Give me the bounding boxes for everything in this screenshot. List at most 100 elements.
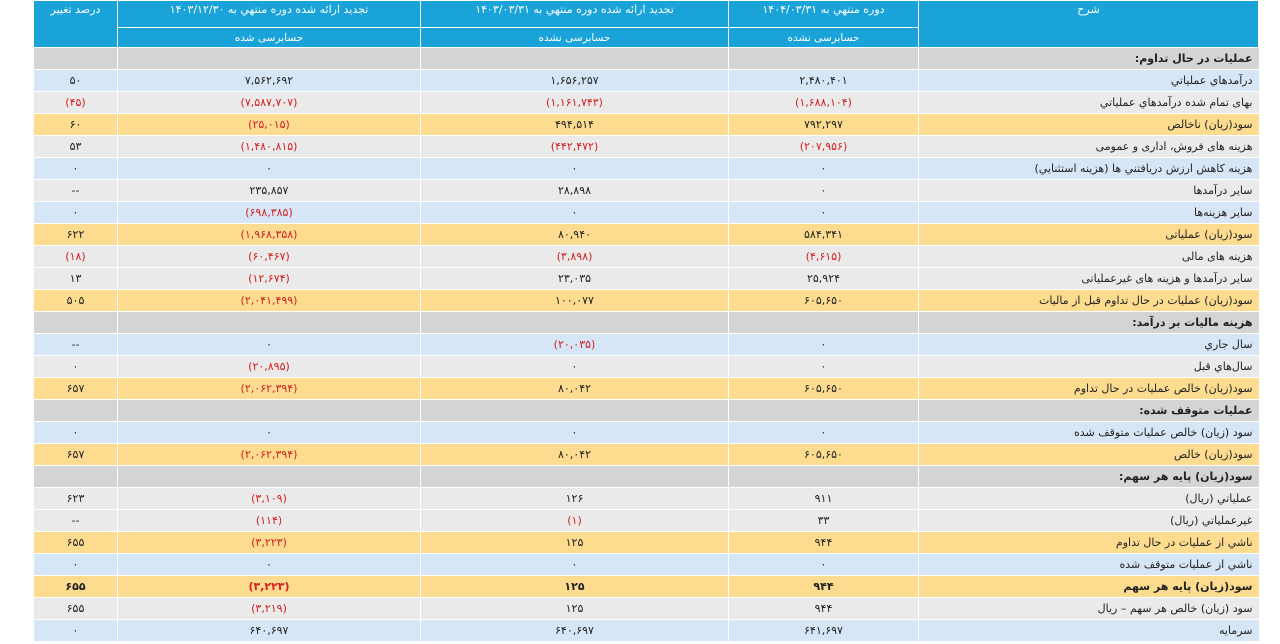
cell-percent-change: ۰: [33, 421, 118, 444]
cell-period-1403-q: [420, 311, 729, 334]
table-body: عمليات در حال تداوم: درآمدهاي عملياتي ۲,۴۸…: [33, 47, 1259, 642]
cell-period-1403-year: (۱,۹۶۸,۳۵۸): [117, 223, 421, 246]
cell-percent-change: ۶۵۷: [33, 377, 118, 400]
table-row: سود(زيان) پايه هر سهم ۹۴۴ ۱۲۵ (۳,۲۲۳) ۶۵۵: [33, 575, 1259, 598]
table-row: بهاى تمام شده درآمدهاي عملياتي (۱,۶۸۸,۱۰۴…: [33, 91, 1259, 114]
row-description: بهاى تمام شده درآمدهاي عملياتي: [918, 91, 1259, 114]
table-row: سود (زيان) خالص عمليات متوقف شده ۰ ۰ ۰ ۰: [33, 421, 1259, 444]
cell-percent-change: ۱۳: [33, 267, 118, 290]
cell-period-1403-q: (۱,۱۶۱,۷۴۳): [420, 91, 729, 114]
cell-period-1404: ۹۴۴: [728, 597, 919, 620]
header-description: شرح: [918, 0, 1259, 48]
row-description: ناشي از عمليات در حال تداوم: [918, 531, 1259, 554]
cell-period-1403-q: ۶۴۰,۶۹۷: [420, 619, 729, 642]
cell-period-1403-year: (۱,۴۸۰,۸۱۵): [117, 135, 421, 158]
cell-percent-change: ۶۰: [33, 113, 118, 136]
cell-period-1403-year: ۶۴۰,۶۹۷: [117, 619, 421, 642]
cell-period-1403-year: [117, 465, 421, 488]
cell-percent-change: ۶۲۳: [33, 487, 118, 510]
cell-period-1403-year: (۷,۵۸۷,۷۰۷): [117, 91, 421, 114]
cell-period-1403-year: (۶۹۸,۳۸۵): [117, 201, 421, 224]
cell-period-1404: (۱,۶۸۸,۱۰۴): [728, 91, 919, 114]
cell-period-1404: ۹۱۱: [728, 487, 919, 510]
cell-period-1404: ۲,۴۸۰,۴۰۱: [728, 69, 919, 92]
cell-period-1403-q: [420, 47, 729, 70]
header-row: شرح دوره منتهي به ۱۴۰۴/۰۳/۳۱ تجديد ارائه…: [33, 0, 1259, 48]
row-description: سال جاري: [918, 333, 1259, 356]
cell-period-1404: ۶۰۵,۶۵۰: [728, 443, 919, 466]
row-description: هزينه هاى فروش، ادارى و عمومى: [918, 135, 1259, 158]
cell-period-1404: ۵۸۴,۳۴۱: [728, 223, 919, 246]
row-description: سود(زيان) خالص عمليات در حال تداوم: [918, 377, 1259, 400]
cell-period-1403-year: [117, 47, 421, 70]
cell-period-1403-year: (۳,۲۱۹): [117, 597, 421, 620]
cell-period-1403-q: (۳,۸۹۸): [420, 245, 729, 268]
cell-period-1403-year: [117, 311, 421, 334]
row-description: سود(زيان) عمليات در حال تداوم قبل از مال…: [918, 289, 1259, 312]
cell-percent-change: ۶۲۲: [33, 223, 118, 246]
header-period-1403-q: تجديد ارائه شده دوره منتهي به ۱۴۰۳/۰۳/۳۱: [420, 0, 729, 28]
cell-period-1403-year: ۲۳۵,۸۵۷: [117, 179, 421, 202]
header-period-1404: دوره منتهي به ۱۴۰۴/۰۳/۳۱: [728, 0, 919, 28]
cell-period-1403-q: ۱۲۶: [420, 487, 729, 510]
cell-period-1403-year: (۱۲,۶۷۴): [117, 267, 421, 290]
table-row: هزينه کاهش ارزش دريافتني ها (هزينه استثن…: [33, 157, 1259, 180]
cell-period-1404: ۰: [728, 157, 919, 180]
row-description: هزينه هاى مالى: [918, 245, 1259, 268]
row-description: سود(زيان) عملياتى: [918, 223, 1259, 246]
cell-period-1404: (۲۰۷,۹۵۶): [728, 135, 919, 158]
table-row: هزينه هاى فروش، ادارى و عمومى (۲۰۷,۹۵۶) (۴…: [33, 135, 1259, 158]
cell-percent-change: (۱۸): [33, 245, 118, 268]
table-row: سرمايه ۶۴۱,۶۹۷ ۶۴۰,۶۹۷ ۶۴۰,۶۹۷ ۰: [33, 619, 1259, 642]
cell-period-1404: ۰: [728, 333, 919, 356]
table-row: سود(زيان) عملياتى ۵۸۴,۳۴۱ ۸۰,۹۴۰ (۱,۹۶۸,۳۵۸…: [33, 223, 1259, 246]
cell-percent-change: ۵۰۵: [33, 289, 118, 312]
cell-period-1403-q: (۱): [420, 509, 729, 532]
header-audit-row: حسابرسی نشده حسابرسی نشده حسابرسی شده: [34, 27, 1259, 48]
cell-period-1404: ۶۰۵,۶۵۰: [728, 289, 919, 312]
row-description: عمليات متوقف شده:: [918, 399, 1259, 422]
cell-period-1404: ۲۵,۹۲۴: [728, 267, 919, 290]
cell-period-1403-q: ۱۲۵: [420, 597, 729, 620]
cell-period-1403-q: ۰: [420, 421, 729, 444]
cell-percent-change: ۶۵۵: [33, 575, 118, 598]
cell-period-1403-year: [117, 399, 421, 422]
cell-percent-change: ۰: [33, 157, 118, 180]
row-description: سود (زيان) خالص هر سهم – ريال: [918, 597, 1259, 620]
row-description: سود(زيان) ناخالص: [918, 113, 1259, 136]
table-row: سال جاري ۰ (۲۰,۰۳۵) ۰ --: [33, 333, 1259, 356]
cell-period-1403-year: (۲,۰۶۲,۳۹۴): [117, 443, 421, 466]
cell-percent-change: ۵۳: [33, 135, 118, 158]
table-row: سود(زيان) خالص عمليات در حال تداوم ۶۰۵,۶۵…: [33, 377, 1259, 400]
cell-period-1403-q: ۰: [420, 157, 729, 180]
header-audit-status-3: حسابرسی شده: [117, 27, 421, 48]
header-audit-status-1: حسابرسی نشده: [728, 27, 919, 48]
cell-percent-change: (۴۵): [33, 91, 118, 114]
row-description: درآمدهاي عملياتي: [918, 69, 1259, 92]
cell-period-1404: [728, 399, 919, 422]
table-row: ساير درآمدها و هزينه هاى غيرعملياتى ۲۵,۹۲…: [33, 267, 1259, 290]
cell-period-1403-year: ۰: [117, 553, 421, 576]
table-row: درآمدهاي عملياتي ۲,۴۸۰,۴۰۱ ۱,۶۵۶,۲۵۷ ۷,۵۶۲,…: [33, 69, 1259, 92]
row-description: ساير هزينه‌ها: [918, 201, 1259, 224]
row-description: سود(زيان) پايه هر سهم: [918, 575, 1259, 598]
row-description: هزينه ماليات بر درآمد:: [918, 311, 1259, 334]
cell-period-1403-q: ۸۰,۹۴۰: [420, 223, 729, 246]
cell-percent-change: ۶۵۵: [33, 531, 118, 554]
section-header-row: عمليات متوقف شده:: [33, 399, 1259, 422]
cell-period-1403-q: ۰: [420, 355, 729, 378]
row-description: غيرعملياتي (ريال): [918, 509, 1259, 532]
cell-percent-change: ۶۵۷: [33, 443, 118, 466]
row-description: سرمايه: [918, 619, 1259, 642]
cell-period-1403-q: ۲۸,۸۹۸: [420, 179, 729, 202]
row-description: سود(زيان) پايه هر سهم:: [918, 465, 1259, 488]
section-header-row: سود(زيان) پايه هر سهم:: [33, 465, 1259, 488]
cell-percent-change: ۰: [33, 619, 118, 642]
table-row: ساير هزينه‌ها ۰ ۰ (۶۹۸,۳۸۵) ۰: [33, 201, 1259, 224]
cell-period-1403-q: ۸۰,۰۴۲: [420, 377, 729, 400]
row-description: سود (زيان) خالص عمليات متوقف شده: [918, 421, 1259, 444]
table-row: سود (زيان) خالص هر سهم – ريال ۹۴۴ ۱۲۵ (۳,۲۱…: [33, 597, 1259, 620]
income-statement-table: شرح دوره منتهي به ۱۴۰۴/۰۳/۳۱ تجديد ارائه…: [33, 0, 1259, 642]
cell-period-1403-year: ۰: [117, 421, 421, 444]
cell-period-1403-q: ۱,۶۵۶,۲۵۷: [420, 69, 729, 92]
